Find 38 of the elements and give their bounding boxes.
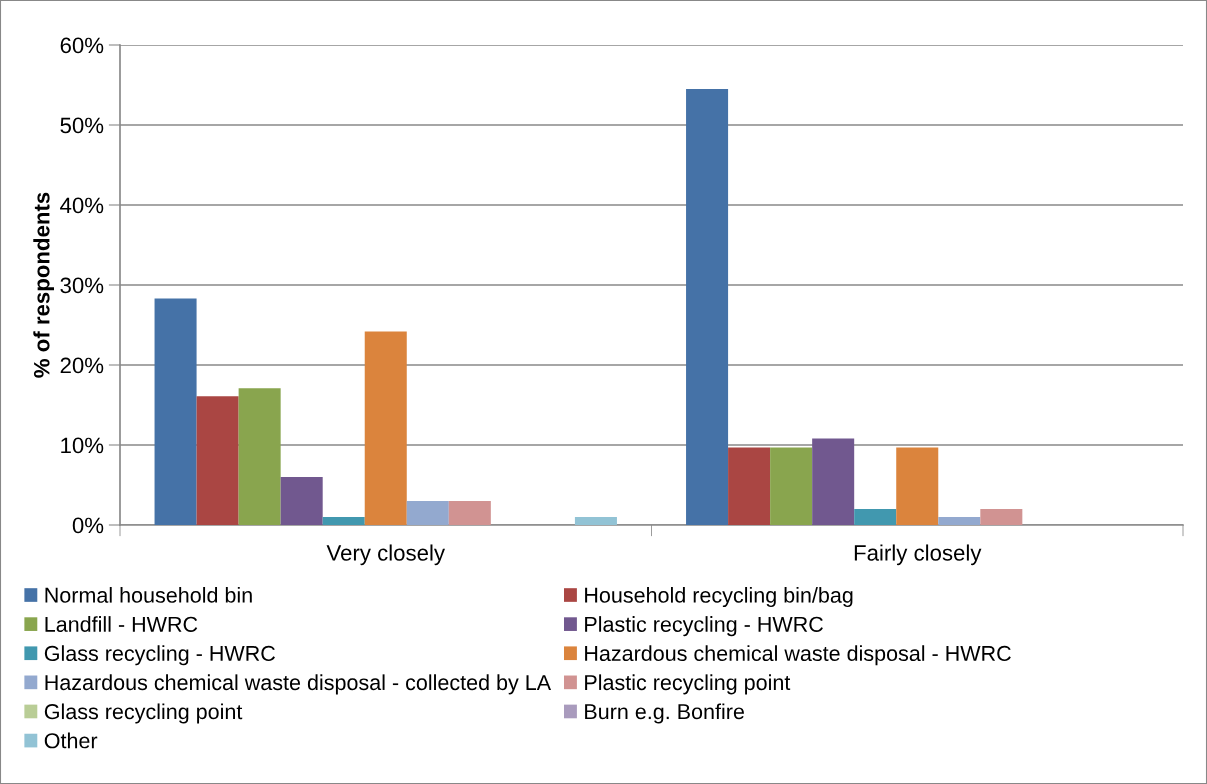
legend-label: Normal household bin <box>45 587 252 603</box>
y-tick-label: 30% <box>60 277 104 294</box>
bar <box>238 388 281 525</box>
legend-label: Glass recycling point <box>44 703 243 724</box>
bar <box>448 501 491 525</box>
bar <box>280 477 323 525</box>
y-tick-label: 0% <box>72 517 104 534</box>
bar <box>574 517 617 525</box>
legend-label: Plastic recycling - HWRC <box>585 616 823 637</box>
bar <box>154 298 197 525</box>
x-tick-label: Fairly closely <box>854 544 982 566</box>
bar <box>686 89 729 525</box>
legend-label: Landfill - HWRC <box>45 616 198 632</box>
legend-label: Plastic recycling point <box>585 674 791 695</box>
bar <box>364 331 407 525</box>
bar <box>728 447 771 525</box>
legend-label: Household recycling bin/bag <box>585 587 853 608</box>
legend-label: Glass recycling - HWRC <box>44 645 275 666</box>
y-axis-title: % of respondents <box>33 192 54 378</box>
bar <box>406 501 449 525</box>
bar <box>896 447 939 525</box>
bar <box>322 517 365 525</box>
y-tick-label: 10% <box>61 437 104 454</box>
legend-label: Hazardous chemical waste disposal - HWRC <box>585 645 1011 666</box>
bar <box>980 509 1023 525</box>
legend-label: Burn e.g. Bonfire <box>585 703 744 724</box>
legend-label: Other <box>44 732 98 749</box>
bar <box>854 509 897 525</box>
bar <box>812 438 855 525</box>
y-tick-label: 50% <box>60 117 104 134</box>
x-tick-label: Very closely <box>326 544 445 566</box>
bar <box>938 517 981 525</box>
bar <box>196 396 239 525</box>
y-tick-label: 20% <box>60 357 104 374</box>
legend-label: Hazardous chemical waste disposal - collected by LA <box>45 674 552 695</box>
y-tick-label: 60% <box>60 37 104 54</box>
bar <box>770 447 813 525</box>
y-tick-label: 40% <box>60 197 104 214</box>
